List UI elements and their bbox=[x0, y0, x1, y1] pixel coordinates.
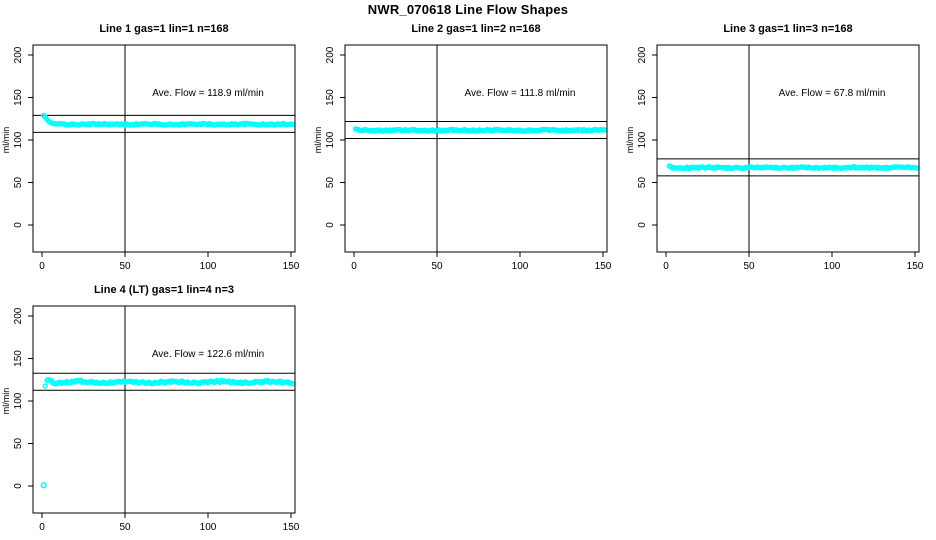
subplot-line-4: Line 4 (LT) gas=1 lin=4 n=3 0 50 100 150 0 50 1… bbox=[1, 284, 300, 533]
ave-flow-annotation: Ave. Flow = 118.9 ml/min bbox=[152, 88, 264, 99]
y-tick-label: 150 bbox=[13, 350, 24, 367]
subplot-grid: Line 1 gas=1 lin=1 n=168 0 50 100 150 0 50 100 1… bbox=[0, 18, 936, 540]
figure-title: NWR_070618 Line Flow Shapes bbox=[367, 2, 569, 17]
x-tick-label: 100 bbox=[824, 261, 841, 272]
x-tick-label: 50 bbox=[431, 261, 443, 272]
y-axis-label: ml/min bbox=[625, 127, 635, 154]
x-tick-label: 50 bbox=[743, 261, 755, 272]
y-tick-label: 150 bbox=[13, 89, 24, 106]
x-tick-label: 150 bbox=[283, 261, 300, 272]
y-tick-label: 50 bbox=[637, 177, 648, 189]
outlier-point bbox=[40, 482, 47, 489]
subplot-title: Line 3 gas=1 lin=3 n=168 bbox=[723, 23, 852, 35]
subplot-line-3: Line 3 gas=1 lin=3 n=168 0 50 100 150 0 50 100 1… bbox=[625, 23, 924, 272]
x-tick-label: 100 bbox=[512, 261, 529, 272]
x-tick-label: 150 bbox=[595, 261, 612, 272]
subplot-title: Line 1 gas=1 lin=1 n=168 bbox=[99, 23, 228, 35]
y-axis-label: ml/min bbox=[1, 388, 11, 415]
y-tick-label: 200 bbox=[13, 46, 24, 63]
y-tick-label: 100 bbox=[325, 131, 336, 148]
plot-box bbox=[32, 44, 296, 253]
subplot-line-1: Line 1 gas=1 lin=1 n=168 0 50 100 150 0 50 100 1… bbox=[1, 23, 300, 272]
y-tick-label: 100 bbox=[637, 131, 648, 148]
x-tick-label: 50 bbox=[119, 522, 131, 533]
x-tick-label: 150 bbox=[907, 261, 924, 272]
y-tick-label: 0 bbox=[325, 222, 336, 228]
subplot-title: Line 4 (LT) gas=1 lin=4 n=3 bbox=[94, 284, 234, 296]
plot-box bbox=[32, 305, 296, 514]
y-tick-label: 100 bbox=[13, 131, 24, 148]
y-tick-label: 0 bbox=[13, 483, 24, 489]
x-tick-label: 0 bbox=[351, 261, 357, 272]
y-tick-label: 0 bbox=[13, 222, 24, 228]
y-tick-label: 150 bbox=[325, 89, 336, 106]
x-tick-label: 0 bbox=[663, 261, 669, 272]
x-tick-label: 0 bbox=[39, 261, 45, 272]
ave-flow-annotation: Ave. Flow = 111.8 ml/min bbox=[465, 88, 576, 99]
x-tick-label: 0 bbox=[39, 522, 45, 533]
data-point bbox=[42, 383, 48, 389]
x-tick-label: 150 bbox=[283, 522, 300, 533]
y-tick-label: 200 bbox=[637, 46, 648, 63]
subplot-title: Line 2 gas=1 lin=2 n=168 bbox=[411, 23, 540, 35]
y-tick-label: 150 bbox=[637, 89, 648, 106]
ave-flow-annotation: Ave. Flow = 122.6 ml/min bbox=[152, 349, 264, 360]
y-tick-label: 50 bbox=[13, 177, 24, 189]
y-axis-label: ml/min bbox=[313, 127, 323, 154]
y-tick-label: 50 bbox=[325, 177, 336, 189]
y-tick-label: 200 bbox=[325, 46, 336, 63]
x-tick-label: 100 bbox=[200, 261, 217, 272]
ave-flow-annotation: Ave. Flow = 67.8 ml/min bbox=[779, 88, 886, 99]
x-tick-label: 100 bbox=[200, 522, 217, 533]
y-axis-label: ml/min bbox=[1, 127, 11, 154]
subplot-line-2: Line 2 gas=1 lin=2 n=168 0 50 100 150 0 50 100 1… bbox=[313, 23, 612, 272]
x-tick-label: 50 bbox=[119, 261, 131, 272]
plot-box bbox=[344, 44, 608, 253]
plot-box bbox=[656, 44, 920, 253]
y-tick-label: 0 bbox=[637, 222, 648, 228]
y-tick-label: 50 bbox=[13, 438, 24, 450]
y-tick-label: 100 bbox=[13, 392, 24, 409]
y-tick-label: 200 bbox=[13, 307, 24, 324]
